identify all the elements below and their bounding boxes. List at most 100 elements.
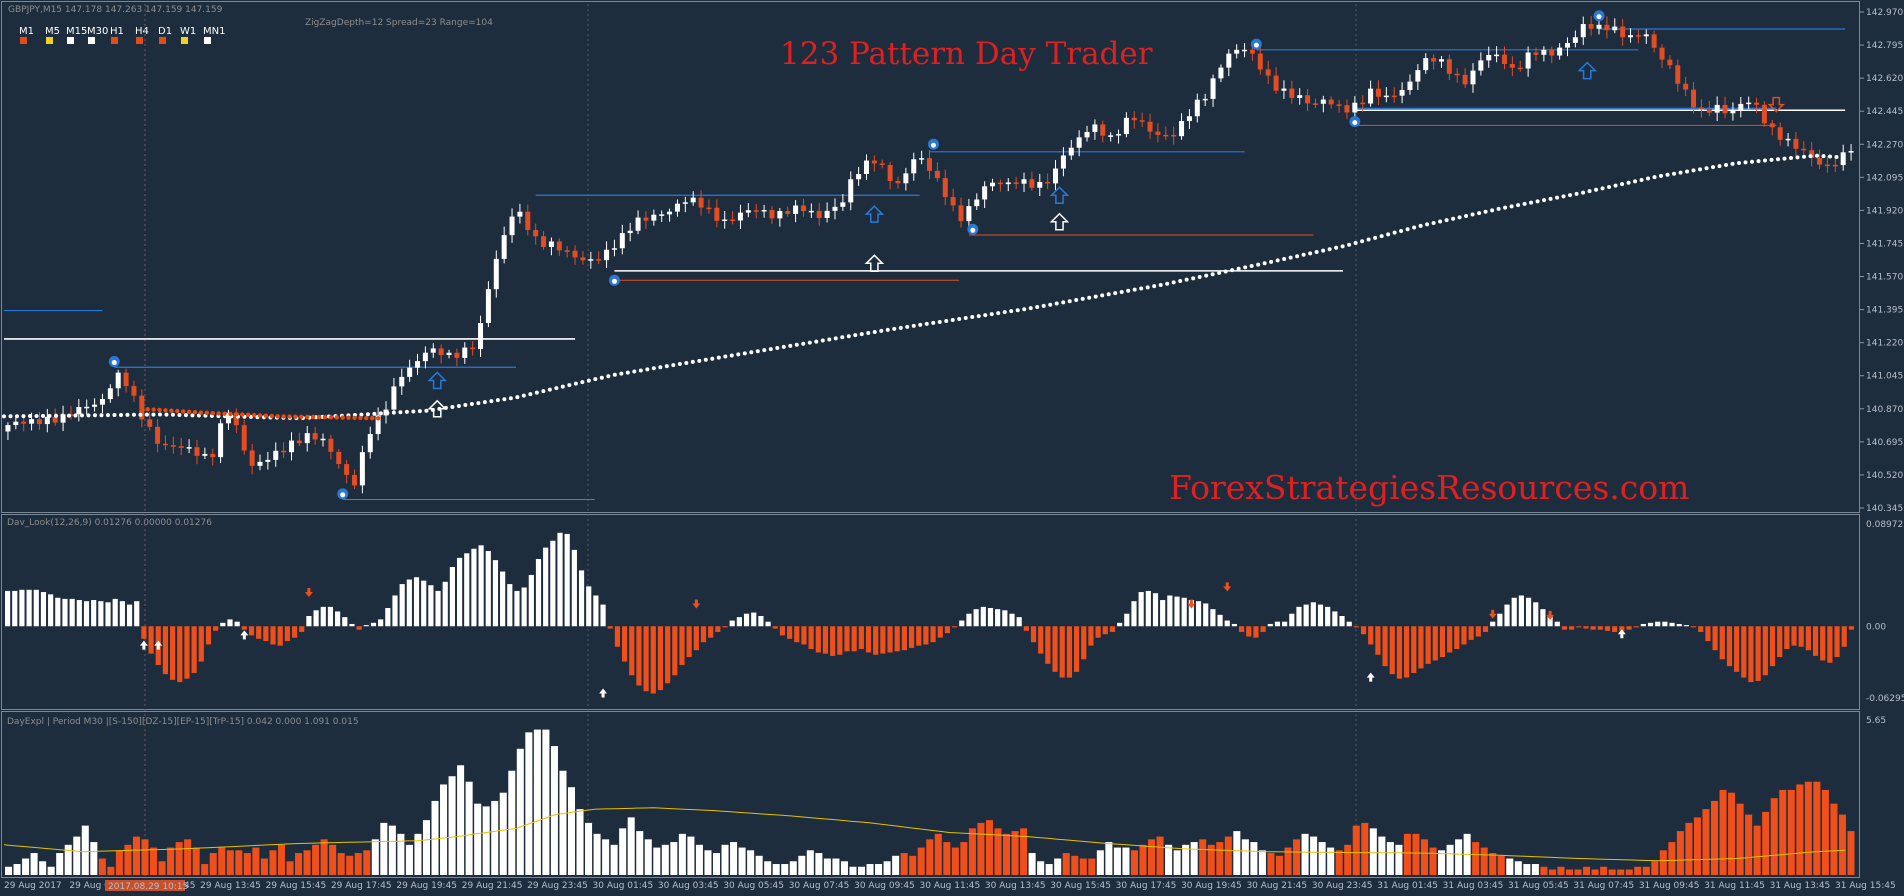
osc-up-marker [1617, 629, 1626, 639]
ma-dot [151, 412, 156, 417]
oscillator-bar [1590, 626, 1596, 630]
oscillator-bar [1131, 601, 1137, 627]
oscillator-bar [191, 626, 197, 673]
volume-bar [644, 839, 652, 875]
oscillator-bar [1210, 609, 1216, 627]
oscillator-bar [966, 613, 972, 627]
candle-body [1021, 179, 1027, 184]
oscillator-bar [1640, 623, 1646, 627]
volume-bar [1062, 853, 1070, 875]
volume-bar [1540, 866, 1548, 875]
ma-dot [944, 318, 949, 323]
ma-dot [79, 413, 84, 418]
time-axis-label: 31 Aug 01:45 [1377, 881, 1438, 891]
volume-bar [678, 833, 686, 875]
ma-dot [762, 348, 767, 353]
oscillator-tick-label: 0.08972 [1866, 520, 1903, 530]
volume-bar [1659, 850, 1667, 875]
time-axis-label: 31 Aug 09:45 [1639, 881, 1700, 891]
oscillator-bar [248, 626, 255, 636]
oscillator-bar [12, 590, 18, 627]
oscillator-bar [1109, 626, 1116, 632]
timeframe-swatch-m15 [67, 37, 74, 44]
ma-dot [885, 327, 890, 332]
timeframe-label-m30: M30 [87, 26, 108, 37]
ma-dot [144, 412, 149, 417]
candle-body [596, 259, 602, 261]
oscillator-bar [327, 606, 334, 627]
candle-body [769, 209, 775, 219]
ma-dot [1782, 156, 1787, 161]
volume-bar [405, 844, 413, 875]
candle-body [1037, 181, 1043, 188]
candle-body [1470, 70, 1476, 85]
ma-dot [976, 314, 981, 319]
time-axis-label: 31 Aug 13:45 [1770, 881, 1831, 891]
volume-bar [704, 850, 712, 875]
oscillator-bar [1353, 626, 1359, 628]
volume-bar [218, 847, 226, 875]
volume-bar [815, 853, 823, 875]
ma-dot [567, 383, 572, 388]
candle-body [1517, 67, 1523, 70]
ma-dot [1795, 155, 1800, 160]
candle-body [1360, 102, 1366, 105]
oscillator-bar [1669, 622, 1675, 627]
volume-bar [1779, 789, 1787, 875]
ma-dot [1275, 258, 1280, 263]
oscillator-bar [1676, 623, 1682, 627]
oscillator-bar [1325, 606, 1331, 627]
candle-body [800, 205, 806, 212]
volume-bar [22, 858, 30, 875]
timeframe-label-m1: M1 [19, 26, 34, 37]
ma-dot [118, 412, 123, 417]
volume-bar [1071, 855, 1079, 875]
ma-dot [1373, 235, 1378, 240]
volume-bar [1028, 853, 1036, 875]
ma-dot [138, 412, 143, 417]
candle-body [352, 474, 358, 486]
volume-bar [1472, 842, 1480, 875]
oscillator-bar [1712, 626, 1718, 651]
volume-bar [320, 839, 328, 875]
volume-bar [1676, 831, 1684, 875]
ma-dot [1243, 265, 1248, 270]
volume-bar [960, 842, 968, 875]
time-axis-label: 31 Aug 05:45 [1508, 881, 1569, 891]
ma-dot [1594, 187, 1599, 192]
ma-dot [1106, 292, 1111, 297]
oscillator-bar [1576, 626, 1582, 628]
ma-dot [1626, 180, 1631, 185]
candle-body [1234, 49, 1240, 54]
ma-dot-red [269, 413, 275, 419]
volume-bar [1523, 864, 1531, 875]
candle-body [548, 241, 554, 247]
ma-dot [177, 412, 182, 417]
timeframe-swatch-mn1 [204, 37, 211, 44]
time-axis-label: 29 Aug 17:45 [331, 881, 392, 891]
ma-dot [606, 374, 611, 379]
oscillator-bar [1267, 623, 1273, 627]
oscillator-bar [944, 626, 951, 634]
volume-bar [1079, 858, 1087, 875]
candle-body [572, 250, 578, 258]
ma-dot [190, 413, 195, 418]
timeframe-swatch-h1 [111, 37, 118, 44]
volume-bar [474, 803, 482, 875]
ma-dot [1022, 307, 1027, 312]
oscillator-bar [1755, 626, 1761, 681]
candle-body [1557, 47, 1563, 56]
candle-body [903, 173, 909, 184]
ma-dot [1698, 167, 1703, 172]
oscillator-bar [256, 626, 262, 639]
oscillator-bar [1253, 626, 1259, 638]
candle-body [1675, 65, 1681, 84]
oscillator-bar [779, 626, 786, 636]
ma-dot [1808, 154, 1813, 159]
ma-dot [1249, 263, 1254, 268]
oscillator-bar [987, 608, 994, 627]
candle-body [1013, 182, 1019, 184]
volume-bar [1182, 844, 1190, 875]
ma-dot [1652, 175, 1657, 180]
volume-bar [695, 844, 703, 875]
